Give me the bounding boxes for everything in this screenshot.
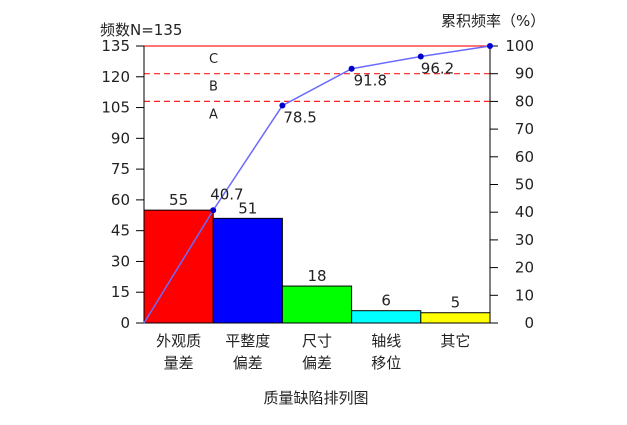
bar-value-label: 6: [381, 292, 391, 310]
right-axis-label: 累积频率（%）: [441, 12, 545, 30]
left-tick-label: 30: [111, 252, 130, 270]
cumulative-point: [210, 207, 217, 214]
right-tick-label: 60: [515, 148, 534, 166]
axes: 0 15 30 45 60 75 90 105 120 135 0 10 20 30 40 50 60 70 80 9…: [101, 37, 534, 332]
left-tick-label: 135: [101, 37, 130, 55]
cumulative-line: [143, 43, 493, 324]
reference-lines: ABC: [144, 45, 490, 122]
cumulative-point: [487, 43, 493, 49]
bar: [420, 312, 491, 324]
left-tick-label: 75: [111, 160, 130, 178]
cumulative-point: [348, 65, 355, 72]
bar: [351, 310, 422, 324]
category-label: 轴线: [371, 332, 401, 350]
right-tick-label: 10: [515, 286, 534, 304]
right-tick-label: 100: [505, 37, 534, 55]
category-label: 移位: [371, 354, 401, 372]
right-tick-label: 0: [524, 314, 534, 332]
left-tick-label: 105: [101, 99, 130, 117]
right-tick-label: 90: [515, 65, 534, 83]
bar: [212, 217, 283, 324]
right-tick-label: 20: [515, 259, 534, 277]
cumulative-label: 91.8: [354, 72, 387, 90]
bar-value-label: 51: [238, 199, 257, 217]
right-tick-label: 70: [515, 120, 534, 138]
reference-label-c: C: [209, 52, 218, 67]
cumulative-label: 40.7: [210, 185, 243, 203]
left-tick-label: 120: [101, 68, 130, 86]
bar: [281, 285, 353, 324]
right-tick-label: 40: [515, 203, 534, 221]
cumulative-label: 78.5: [283, 109, 316, 127]
right-tick-label: 50: [515, 176, 534, 194]
category-label: 平整度: [225, 332, 270, 350]
right-tick-label: 80: [515, 92, 534, 110]
reference-label-b: B: [209, 80, 218, 95]
bar-value-label: 18: [307, 267, 326, 285]
category-label: 偏差: [233, 354, 263, 372]
category-label: 偏差: [302, 354, 332, 372]
cumulative-point: [279, 102, 286, 109]
category-label: 外观质: [156, 332, 201, 350]
bar-value-label: 5: [451, 294, 461, 312]
left-tick-label: 90: [111, 129, 130, 147]
bar-value-labels: 55 51 18 6 5: [169, 191, 460, 312]
cumulative-labels: 40.7 78.5 91.8 96.2: [210, 60, 454, 204]
left-axis-label: 频数N=135: [100, 21, 182, 39]
left-tick-label: 45: [111, 222, 130, 240]
left-tick-label: 0: [120, 314, 130, 332]
cumulative-point: [417, 53, 424, 60]
cumulative-polyline: [143, 45, 491, 324]
left-tick-label: 15: [111, 283, 130, 301]
category-label: 尺寸: [302, 332, 332, 350]
left-tick-label: 60: [111, 191, 130, 209]
bar-value-label: 55: [169, 191, 188, 209]
reference-label-a: A: [209, 107, 218, 122]
cumulative-label: 96.2: [421, 60, 454, 78]
category-label: 其它: [440, 332, 470, 350]
right-tick-label: 30: [515, 231, 534, 249]
chart-title: 质量缺陷排列图: [263, 389, 368, 407]
category-label: 量差: [164, 354, 194, 372]
